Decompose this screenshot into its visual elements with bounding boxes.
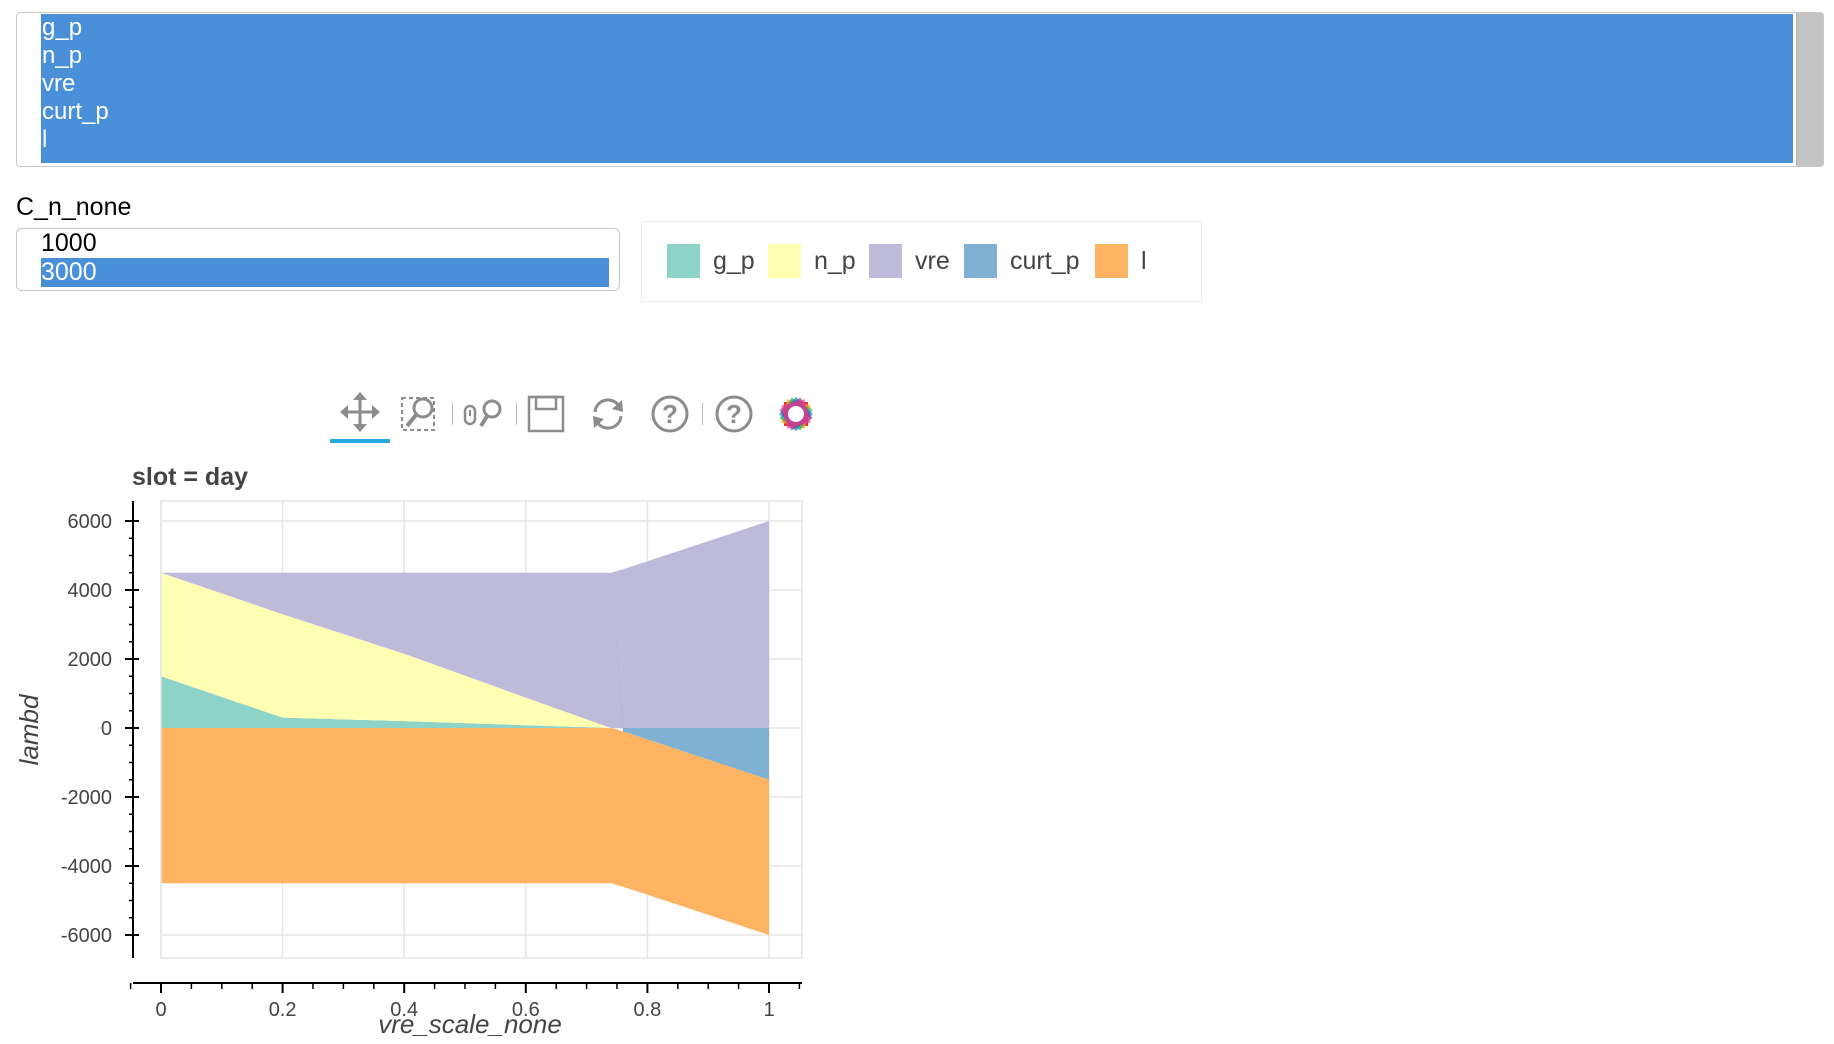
cn-select-label: C_n_none	[16, 193, 132, 221]
cn-options: 1000 3000	[41, 229, 609, 287]
legend-swatch	[1095, 244, 1128, 278]
legend-label: g_p	[713, 247, 755, 275]
x-tick-label: 1	[763, 999, 774, 1021]
legend-swatch	[768, 244, 801, 278]
svg-text:?: ?	[662, 399, 678, 429]
pan-tool-button[interactable]	[330, 385, 390, 443]
legend-label: curt_p	[1010, 247, 1080, 275]
x-tick-label: 0.2	[269, 999, 297, 1021]
wheel-zoom-tool-button[interactable]	[454, 385, 514, 443]
hover-help-icon: ?	[651, 395, 689, 433]
legend-label: l	[1141, 247, 1147, 275]
area-vre	[161, 521, 769, 728]
stacked-area-chart[interactable]: slot = day 6000 4000 2000 0 -2000 -4000 -6000 0…	[0, 455, 820, 1044]
y-axis-title: lambd	[14, 693, 44, 765]
variable-option-g-p[interactable]: g_p	[41, 14, 1793, 42]
y-tick-label: -6000	[61, 925, 112, 947]
y-tick-label: 2000	[68, 649, 113, 671]
variable-option-l[interactable]: l	[41, 126, 1793, 163]
area-n-p	[161, 572, 769, 728]
x-tick-label: 0	[155, 999, 166, 1021]
area-series	[161, 521, 769, 935]
variable-option-curt-p[interactable]: curt_p	[41, 98, 1793, 126]
legend-label: n_p	[814, 247, 856, 275]
svg-text:?: ?	[726, 399, 742, 429]
box-zoom-tool-icon	[401, 397, 435, 431]
toolbar-separator	[702, 403, 703, 425]
help-button[interactable]: ?	[704, 385, 764, 443]
hover-help-button[interactable]: ?	[640, 385, 700, 443]
save-tool-icon	[527, 395, 565, 433]
legend-label: vre	[915, 247, 950, 275]
x-tick-label: 0.6	[512, 999, 540, 1021]
bokeh-logo-link[interactable]	[766, 385, 826, 443]
y-tick-label: -2000	[61, 787, 112, 809]
y-tick-label: 6000	[68, 511, 113, 533]
reset-tool-button[interactable]	[578, 385, 638, 443]
x-tick-label: 0.8	[633, 999, 661, 1021]
wheel-zoom-tool-icon	[463, 399, 502, 428]
area-curt-p	[161, 572, 769, 780]
legend-swatch	[964, 244, 997, 278]
legend-swatch	[667, 244, 700, 278]
area-l	[161, 728, 769, 935]
variable-multiselect[interactable]: g_p n_p vre curt_p l	[16, 12, 1824, 167]
cn-option-3000[interactable]: 3000	[41, 258, 609, 287]
help-icon: ?	[715, 395, 753, 433]
multiselect-scrollbar[interactable]	[1796, 13, 1823, 166]
cn-option-1000[interactable]: 1000	[41, 229, 97, 257]
variable-options: g_p n_p vre curt_p l	[41, 14, 1793, 163]
y-tick-label: 4000	[68, 580, 113, 602]
legend-swatch	[869, 244, 902, 278]
save-tool-button[interactable]	[516, 385, 576, 443]
bokeh-logo-icon	[779, 397, 813, 431]
toolbar-separator	[452, 403, 453, 425]
chart-toolbar: ? ?	[330, 385, 813, 445]
reset-tool-icon	[593, 398, 623, 430]
x-tick-label: 0.4	[390, 999, 418, 1021]
y-tick-label: -4000	[61, 856, 112, 878]
variable-option-vre[interactable]: vre	[41, 70, 1793, 98]
chart-title: slot = day	[132, 463, 248, 491]
cn-select[interactable]: 1000 3000	[16, 228, 620, 291]
chart-legend: g_p n_p vre curt_p l	[641, 221, 1202, 302]
box-zoom-tool-button[interactable]	[390, 385, 450, 443]
area-g-p	[161, 676, 769, 728]
plot-frame	[160, 500, 803, 959]
variable-option-n-p[interactable]: n_p	[41, 42, 1793, 70]
y-tick-label: 0	[101, 718, 112, 740]
toolbar-separator	[516, 403, 517, 425]
axes: 6000 4000 2000 0 -2000 -4000 -6000 0 0.2 0.4 0.6 0.…	[61, 501, 802, 1021]
x-axis-title: vre_scale_none	[378, 1009, 562, 1039]
pan-tool-icon	[340, 392, 380, 432]
